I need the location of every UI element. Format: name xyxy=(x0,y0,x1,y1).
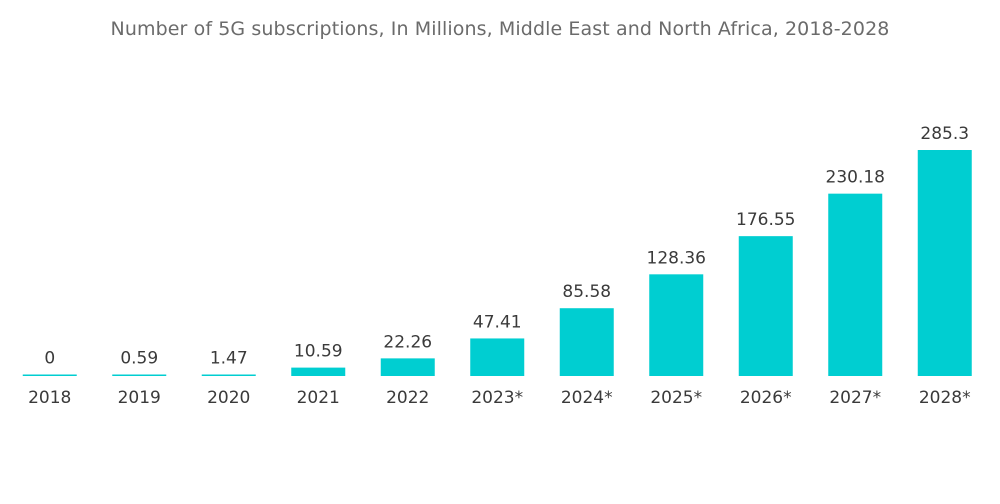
bars-group xyxy=(22,150,972,376)
x-tick-label: 2027* xyxy=(829,388,881,408)
bar-2020 xyxy=(201,374,256,376)
value-label: 47.41 xyxy=(473,312,522,332)
x-tick-labels-group: 2018 2019 2020 2021 2022 2023* 2024* 2025* 2026*… xyxy=(28,388,971,408)
value-label: 230.18 xyxy=(826,168,885,188)
value-labels-group: 0 0.59 1.47 10.59 22.26 47.41 85.58 128.36 176.5… xyxy=(44,124,969,369)
chart-title: Number of 5G subscriptions, In Millions,… xyxy=(110,18,890,40)
x-tick-label: 2020 xyxy=(207,388,250,408)
x-tick-label: 2023* xyxy=(471,388,523,408)
value-label: 0 xyxy=(44,349,55,369)
x-tick-label: 2022 xyxy=(386,388,429,408)
bar-2021 xyxy=(291,367,346,376)
bar-2018 xyxy=(22,374,77,376)
x-tick-label: 2026* xyxy=(740,388,792,408)
value-label: 0.59 xyxy=(120,349,158,369)
value-label: 22.26 xyxy=(383,332,432,352)
x-tick-label: 2019 xyxy=(118,388,161,408)
bar-2028 xyxy=(917,150,972,376)
bar-2025 xyxy=(649,274,704,376)
value-label: 176.55 xyxy=(736,210,795,230)
x-tick-label: 2025* xyxy=(650,388,702,408)
value-label: 128.36 xyxy=(647,248,706,268)
value-label: 285.3 xyxy=(920,124,969,144)
x-tick-label: 2021 xyxy=(297,388,340,408)
x-tick-label: 2018 xyxy=(28,388,71,408)
x-tick-label: 2024* xyxy=(561,388,613,408)
bar-2024 xyxy=(559,308,614,376)
bar-2023 xyxy=(470,338,525,376)
bar-2019 xyxy=(112,374,167,376)
value-label: 1.47 xyxy=(210,349,248,369)
bar-2027 xyxy=(828,193,883,376)
bar-2022 xyxy=(380,358,435,376)
value-label: 10.59 xyxy=(294,342,343,362)
value-label: 85.58 xyxy=(562,282,611,302)
x-tick-label: 2028* xyxy=(919,388,971,408)
bar-2026 xyxy=(738,236,793,376)
